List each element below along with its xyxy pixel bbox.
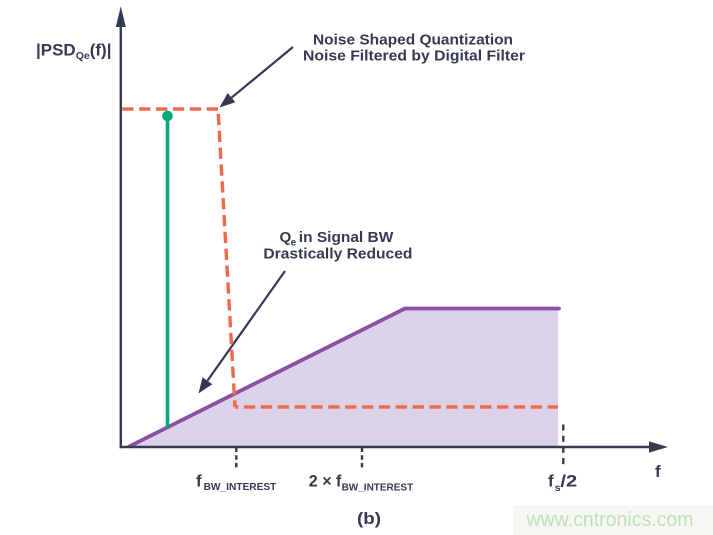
svg-text:Q: Q [280,229,292,246]
svg-text:in Signal BW: in Signal BW [299,229,394,246]
svg-text:(b): (b) [357,509,381,528]
svg-text:Noise Filtered by Digital Filt: Noise Filtered by Digital Filter [303,47,525,64]
svg-text:f: f [548,472,554,491]
svg-text:|PSDQe(f)|: |PSDQe(f)| [36,40,111,62]
svg-text:Noise Shaped Quantization: Noise Shaped Quantization [313,31,513,48]
svg-text:BW_INTEREST: BW_INTEREST [342,482,414,494]
svg-text:BW_INTEREST: BW_INTEREST [204,481,277,493]
svg-text:2 × f: 2 × f [309,471,342,490]
svg-text:/2: /2 [560,472,577,491]
svg-text:f: f [196,471,202,490]
svg-text:f: f [655,462,661,481]
svg-text:s: s [555,482,561,494]
svg-text:e: e [291,237,297,248]
svg-text:Drastically Reduced: Drastically Reduced [263,245,412,262]
svg-text:www.cntronics.com: www.cntronics.com [526,509,694,531]
